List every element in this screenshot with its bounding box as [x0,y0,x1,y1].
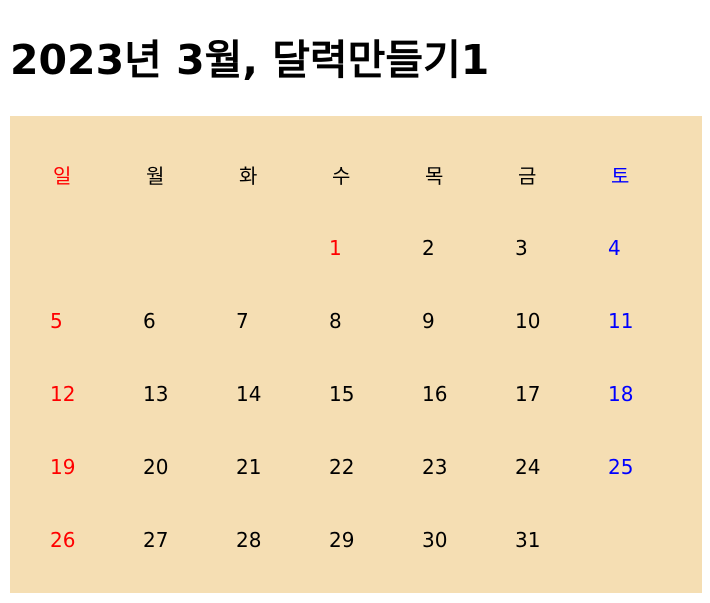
week-row: 1 2 3 4 [27,211,678,284]
day-cell: 20 [143,454,169,479]
day-cell: 2 [422,235,435,260]
day-cell: 23 [422,454,448,479]
weekday-wednesday: 수 [332,163,351,188]
day-cell: 25 [608,454,634,479]
day-cell: 15 [329,381,355,406]
day-cell [27,211,120,284]
day-cell: 4 [608,235,621,260]
week-row: 26 27 28 29 30 31 [27,503,678,576]
day-cell: 9 [422,308,435,333]
day-cell: 31 [515,527,541,552]
weekday-thursday: 목 [425,163,444,188]
day-cell: 26 [50,527,76,552]
day-cell: 16 [422,381,448,406]
day-cell: 28 [236,527,262,552]
day-cell: 24 [515,454,541,479]
day-cell: 10 [515,308,541,333]
weekday-header-row: 일 월 화 수 목 금 토 [27,137,678,211]
day-cell: 5 [50,308,63,333]
weekday-friday: 금 [518,163,537,188]
day-cell: 12 [50,381,76,406]
day-cell: 18 [608,381,634,406]
day-cell: 14 [236,381,262,406]
day-cell: 30 [422,527,448,552]
day-cell: 27 [143,527,169,552]
weekday-saturday: 토 [611,163,630,188]
weekday-monday: 월 [146,163,165,188]
day-cell: 21 [236,454,262,479]
weekday-tuesday: 화 [239,163,258,188]
week-row: 19 20 21 22 23 24 25 [27,430,678,503]
day-cell: 22 [329,454,355,479]
day-cell [585,503,678,576]
day-cell [213,211,306,284]
day-cell [120,211,213,284]
weekday-sunday: 일 [53,163,72,188]
day-cell: 6 [143,308,156,333]
day-cell: 11 [608,308,634,333]
day-cell: 19 [50,454,76,479]
day-cell: 7 [236,308,249,333]
day-cell: 13 [143,381,169,406]
page-title: 2023년 3월, 달력만들기1 [10,36,490,84]
day-cell: 8 [329,308,342,333]
day-cell: 17 [515,381,541,406]
week-row: 12 13 14 15 16 17 18 [27,357,678,430]
week-row: 5 6 7 8 9 10 11 [27,284,678,357]
day-cell-first-day: 1 [329,235,342,260]
day-cell: 3 [515,235,528,260]
calendar: 일 월 화 수 목 금 토 1 2 3 4 5 6 7 [10,116,702,593]
calendar-table: 일 월 화 수 목 금 토 1 2 3 4 5 6 7 [27,137,678,576]
day-cell: 29 [329,527,355,552]
